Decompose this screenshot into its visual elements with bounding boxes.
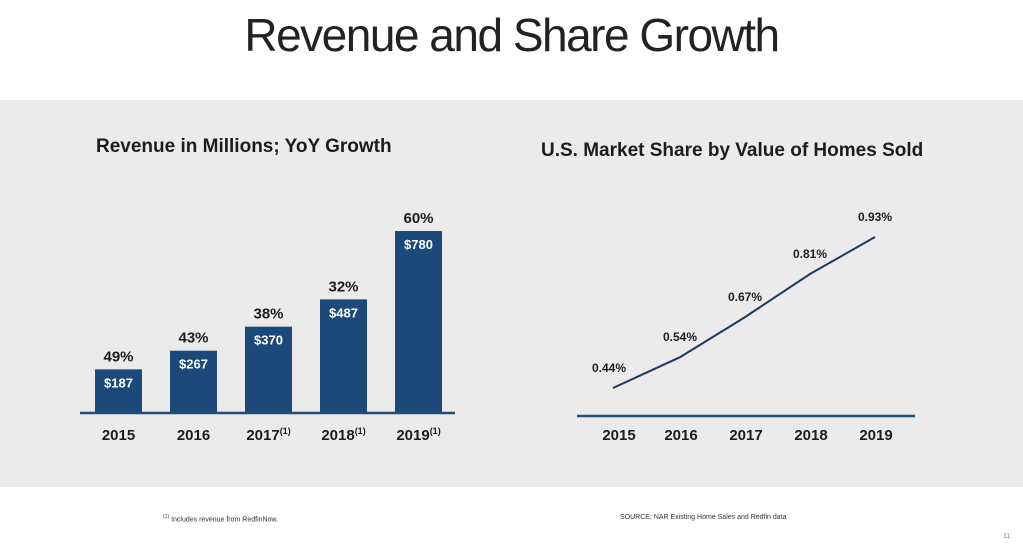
- line-value-label: 0.93%: [858, 210, 892, 224]
- line-x-tick-label: 2015: [602, 427, 635, 444]
- bar-2015: [95, 369, 142, 413]
- growth-label: 32%: [328, 278, 358, 295]
- line-value-label: 0.54%: [663, 330, 697, 344]
- growth-label: 60%: [403, 210, 433, 227]
- page-number: 11: [1003, 533, 1011, 540]
- line-x-tick-label: 2018: [794, 427, 827, 444]
- chart-panel: [0, 100, 1023, 487]
- bar-x-tick-label: 2019(1): [396, 426, 440, 444]
- bar-value-label: $370: [254, 333, 283, 348]
- bar-value-label: $267: [179, 357, 208, 372]
- bar-2016: [170, 350, 217, 413]
- bar-value-label: $187: [104, 375, 133, 390]
- footnote-text: Includes revenue from RedfinNow.: [171, 516, 279, 524]
- market-share-line: [612, 236, 876, 389]
- bar-2018: [320, 299, 367, 413]
- line-x-tick-label: 2016: [664, 427, 697, 444]
- line-x-tick-label: 2019: [859, 427, 892, 444]
- page-title: Revenue and Share Growth: [244, 9, 780, 61]
- source-note: SOURCE: NAR Existing Home Sales and Redf…: [620, 514, 787, 521]
- market-share-chart-title: U.S. Market Share by Value of Homes Sold: [541, 140, 924, 161]
- bar-value-label: $487: [329, 305, 358, 320]
- growth-label: 38%: [253, 306, 283, 323]
- bar-x-tick-label: 2018(1): [321, 426, 365, 444]
- line-value-label: 0.44%: [592, 361, 626, 375]
- bar-x-tick-label: 2017(1): [246, 426, 290, 444]
- bar-value-label: $780: [404, 237, 433, 252]
- bar-x-tick-label: 2015: [102, 427, 135, 444]
- line-value-label: 0.67%: [728, 290, 762, 304]
- bar-2017: [245, 326, 292, 413]
- bar-x-tick-label: 2016: [177, 427, 210, 444]
- footnote-marker: (1): [163, 514, 170, 520]
- revenue-chart-title: Revenue in Millions; YoY Growth: [96, 136, 392, 157]
- bar-2019: [395, 231, 442, 413]
- line-x-tick-label: 2017: [729, 427, 762, 444]
- footnote: (1) Includes revenue from RedfinNow.: [163, 514, 278, 523]
- line-value-label: 0.81%: [793, 247, 827, 261]
- growth-label: 43%: [178, 330, 208, 347]
- growth-label: 49%: [103, 348, 133, 365]
